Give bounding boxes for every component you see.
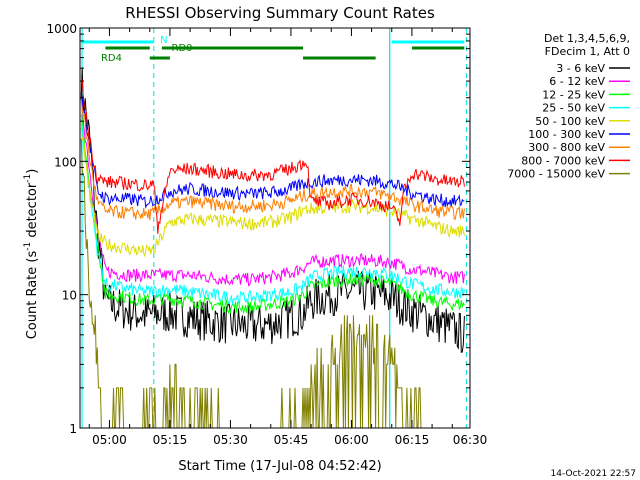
annotation-label-n: N	[160, 35, 167, 46]
legend-label: 50 - 100 keV	[535, 115, 605, 128]
y-axis-label: Count Rate (s-1 detector-1)	[23, 169, 40, 340]
y-axis-label-end: )	[25, 169, 40, 174]
y-axis-label-sup1: -1	[23, 242, 33, 251]
legend-entry: 25 - 50 keV	[542, 102, 630, 115]
x-tick-label: 06:15	[395, 433, 430, 447]
y-axis-label-sup2: -1	[23, 174, 33, 183]
legend-entry: 300 - 800 keV	[528, 141, 630, 154]
series-7	[80, 100, 465, 221]
series-line	[80, 78, 465, 234]
series-line	[80, 93, 465, 209]
series-line	[80, 67, 465, 354]
x-tick-label: 05:30	[213, 433, 248, 447]
legend-label: 6 - 12 keV	[549, 75, 605, 88]
legend-entry: 800 - 7000 keV	[521, 154, 630, 167]
x-axis-label: Start Time (17-Jul-08 04:52:42)	[178, 459, 381, 474]
series-line	[80, 96, 465, 287]
y-tick-label: 1	[69, 422, 77, 436]
series-line	[80, 118, 465, 305]
chart-title: RHESSI Observing Summary Count Rates	[125, 4, 435, 22]
y-axis-label-mid: detector	[25, 182, 40, 242]
legend-label: 7000 - 15000 keV	[507, 168, 605, 181]
plot-area: RD0 RD4 N 1 10 100 1000 05:00 05:15 05:30 05:45 06:…	[46, 22, 487, 447]
series-3	[80, 114, 465, 315]
legend-label: 800 - 7000 keV	[521, 154, 605, 167]
x-tick-label: 05:15	[153, 433, 188, 447]
legend-entry: 50 - 100 keV	[535, 115, 630, 128]
legend-label: 300 - 800 keV	[528, 141, 605, 154]
x-tick-label: 05:00	[92, 433, 127, 447]
annotation-label-rd0: RD0	[172, 43, 193, 54]
y-tick-label: 1000	[46, 22, 77, 36]
footer-timestamp: 14-Oct-2021 22:57	[551, 469, 636, 479]
series-8	[80, 78, 465, 234]
x-tick-label: 06:00	[334, 433, 369, 447]
legend-entry: 6 - 12 keV	[549, 75, 630, 88]
legend-entry: 100 - 300 keV	[528, 128, 630, 141]
y-tick-label: 100	[54, 155, 77, 169]
legend-entry: 7000 - 15000 keV	[507, 168, 630, 181]
legend-label: 25 - 50 keV	[542, 102, 605, 115]
series-2	[80, 96, 465, 287]
legend-label: 3 - 6 keV	[556, 62, 605, 75]
series-1	[80, 67, 465, 354]
legend-entry: 3 - 6 keV	[556, 62, 630, 75]
y-tick-label: 10	[62, 289, 77, 303]
plot-frame	[79, 27, 471, 429]
series-6	[80, 93, 465, 209]
y-axis-label-main: Count Rate (s	[25, 251, 40, 340]
legend-header-1: Det 1,3,4,5,6,9,	[544, 32, 630, 45]
series-4	[80, 118, 465, 305]
annotation-label-rd4: RD4	[101, 53, 122, 64]
series-line	[80, 100, 465, 221]
legend-label: 12 - 25 keV	[542, 88, 605, 101]
x-tick-label: 06:30	[453, 433, 488, 447]
legend-entry: 12 - 25 keV	[542, 88, 630, 101]
x-tick-label: 05:45	[274, 433, 309, 447]
series-line	[80, 114, 465, 315]
legend-header-2: FDecim 1, Att 0	[545, 45, 630, 58]
legend-label: 100 - 300 keV	[528, 128, 605, 141]
